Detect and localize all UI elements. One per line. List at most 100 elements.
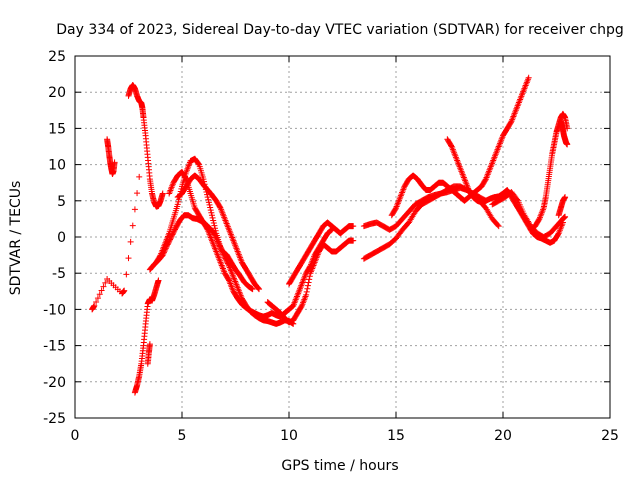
x-tick-label: 25 xyxy=(601,428,619,444)
series-arc-3h-low xyxy=(131,277,162,396)
series-arc-5h-c xyxy=(174,172,263,293)
data-point-interp xyxy=(96,291,103,298)
data-point-interp xyxy=(125,255,132,262)
data-point-interp xyxy=(306,273,313,280)
data-point-interp xyxy=(218,247,225,254)
y-tick-label: 15 xyxy=(48,121,66,137)
data-point-interp xyxy=(255,285,262,292)
data-point-interp xyxy=(123,271,130,278)
x-axis-label: GPS time / hours xyxy=(281,458,398,474)
data-point-interp xyxy=(327,227,334,234)
data-point-interp xyxy=(298,303,305,310)
y-tick-labels: -25 -20 -15 -10 -5 0 5 10 15 20 25 xyxy=(43,49,66,427)
data-point-interp xyxy=(218,246,225,253)
series-arc-10.5h xyxy=(286,219,357,288)
y-tick-label: 5 xyxy=(57,194,66,210)
data-point-interp xyxy=(219,248,226,255)
y-tick-label: -15 xyxy=(43,339,66,355)
data-point xyxy=(562,194,569,201)
series-arc-22.8h-g xyxy=(557,118,571,148)
data-point-interp xyxy=(208,209,215,216)
data-point-interp xyxy=(131,206,138,213)
series-arc-21.5h-f xyxy=(527,110,571,233)
data-point xyxy=(303,291,310,298)
data-point-interp xyxy=(212,227,219,234)
data-point-interp xyxy=(209,214,216,221)
data-point-interp xyxy=(207,207,214,214)
data-point-interp xyxy=(216,204,223,211)
data-point-interp xyxy=(304,282,311,289)
data-point-interp xyxy=(210,217,217,224)
x-tick-label: 20 xyxy=(494,428,512,444)
y-tick-label: 10 xyxy=(48,158,66,174)
data-point-interp xyxy=(220,251,227,258)
axis-ticks xyxy=(74,55,611,419)
y-tick-label: -20 xyxy=(43,375,66,391)
data-point-interp xyxy=(205,196,212,203)
data-point-interp xyxy=(225,276,232,283)
y-tick-label: 20 xyxy=(48,85,66,101)
data-point xyxy=(256,286,263,293)
data-point-interp xyxy=(507,119,514,126)
data-point-interp xyxy=(305,279,312,286)
data-point-interp xyxy=(175,198,182,205)
data-point xyxy=(208,212,215,219)
data-point xyxy=(146,341,153,348)
x-tick-label: 10 xyxy=(280,428,298,444)
data-point-interp xyxy=(127,238,134,245)
series-arc-20.5h-e xyxy=(489,189,569,240)
y-tick-label: 0 xyxy=(57,230,66,246)
data-point xyxy=(174,201,181,208)
y-axis-label: SDTVAR / TECUs xyxy=(8,181,24,296)
data-point-interp xyxy=(93,298,100,305)
data-point-interp xyxy=(303,288,310,295)
data-point-interp xyxy=(254,284,261,291)
series-isolated xyxy=(89,173,143,313)
x-tick-label: 5 xyxy=(178,428,187,444)
x-tick-label: 15 xyxy=(387,428,405,444)
data-point xyxy=(249,286,256,293)
data-point-interp xyxy=(221,252,228,259)
data-point xyxy=(217,244,224,251)
data-point xyxy=(204,194,211,201)
series-arc-15h-c xyxy=(388,74,532,219)
data-point-interp xyxy=(304,285,311,292)
data-point xyxy=(564,141,571,148)
series-arc-9h-low xyxy=(264,237,357,326)
data-point-interp xyxy=(494,222,501,229)
data-point-interp xyxy=(195,160,202,167)
data-point-interp xyxy=(129,222,136,229)
data-point-interp xyxy=(514,196,521,203)
data-point xyxy=(155,277,162,284)
y-tick-label: -10 xyxy=(43,302,66,318)
series-arc-3h-low-b xyxy=(144,341,153,367)
data-points xyxy=(89,74,571,396)
data-point xyxy=(121,287,128,294)
data-point-interp xyxy=(212,225,219,232)
data-point-interp xyxy=(205,199,212,206)
data-point-interp xyxy=(182,175,189,182)
data-point-interp xyxy=(206,201,213,208)
data-point-interp xyxy=(98,287,105,294)
data-point-interp xyxy=(210,220,217,227)
data-point-interp xyxy=(448,142,455,149)
data-point xyxy=(350,223,357,230)
data-point xyxy=(495,223,502,230)
data-point xyxy=(350,237,357,244)
series-arc-3.5h-rise xyxy=(146,212,256,293)
data-point xyxy=(136,173,143,180)
data-point-interp xyxy=(555,231,562,238)
data-point-interp xyxy=(535,216,542,223)
chart-title: Day 334 of 2023, Sidereal Day-to-day VTE… xyxy=(56,22,624,38)
series-arc-4.5h-band xyxy=(166,168,335,320)
data-point-interp xyxy=(207,204,214,211)
y-tick-label: -5 xyxy=(52,266,66,282)
x-tick-labels: 0 5 10 15 20 25 xyxy=(71,428,619,444)
data-point-interp xyxy=(306,276,313,283)
y-tick-label: 25 xyxy=(48,49,66,65)
data-point-interp xyxy=(225,261,232,268)
data-point-interp xyxy=(134,190,141,197)
data-point xyxy=(111,159,118,166)
